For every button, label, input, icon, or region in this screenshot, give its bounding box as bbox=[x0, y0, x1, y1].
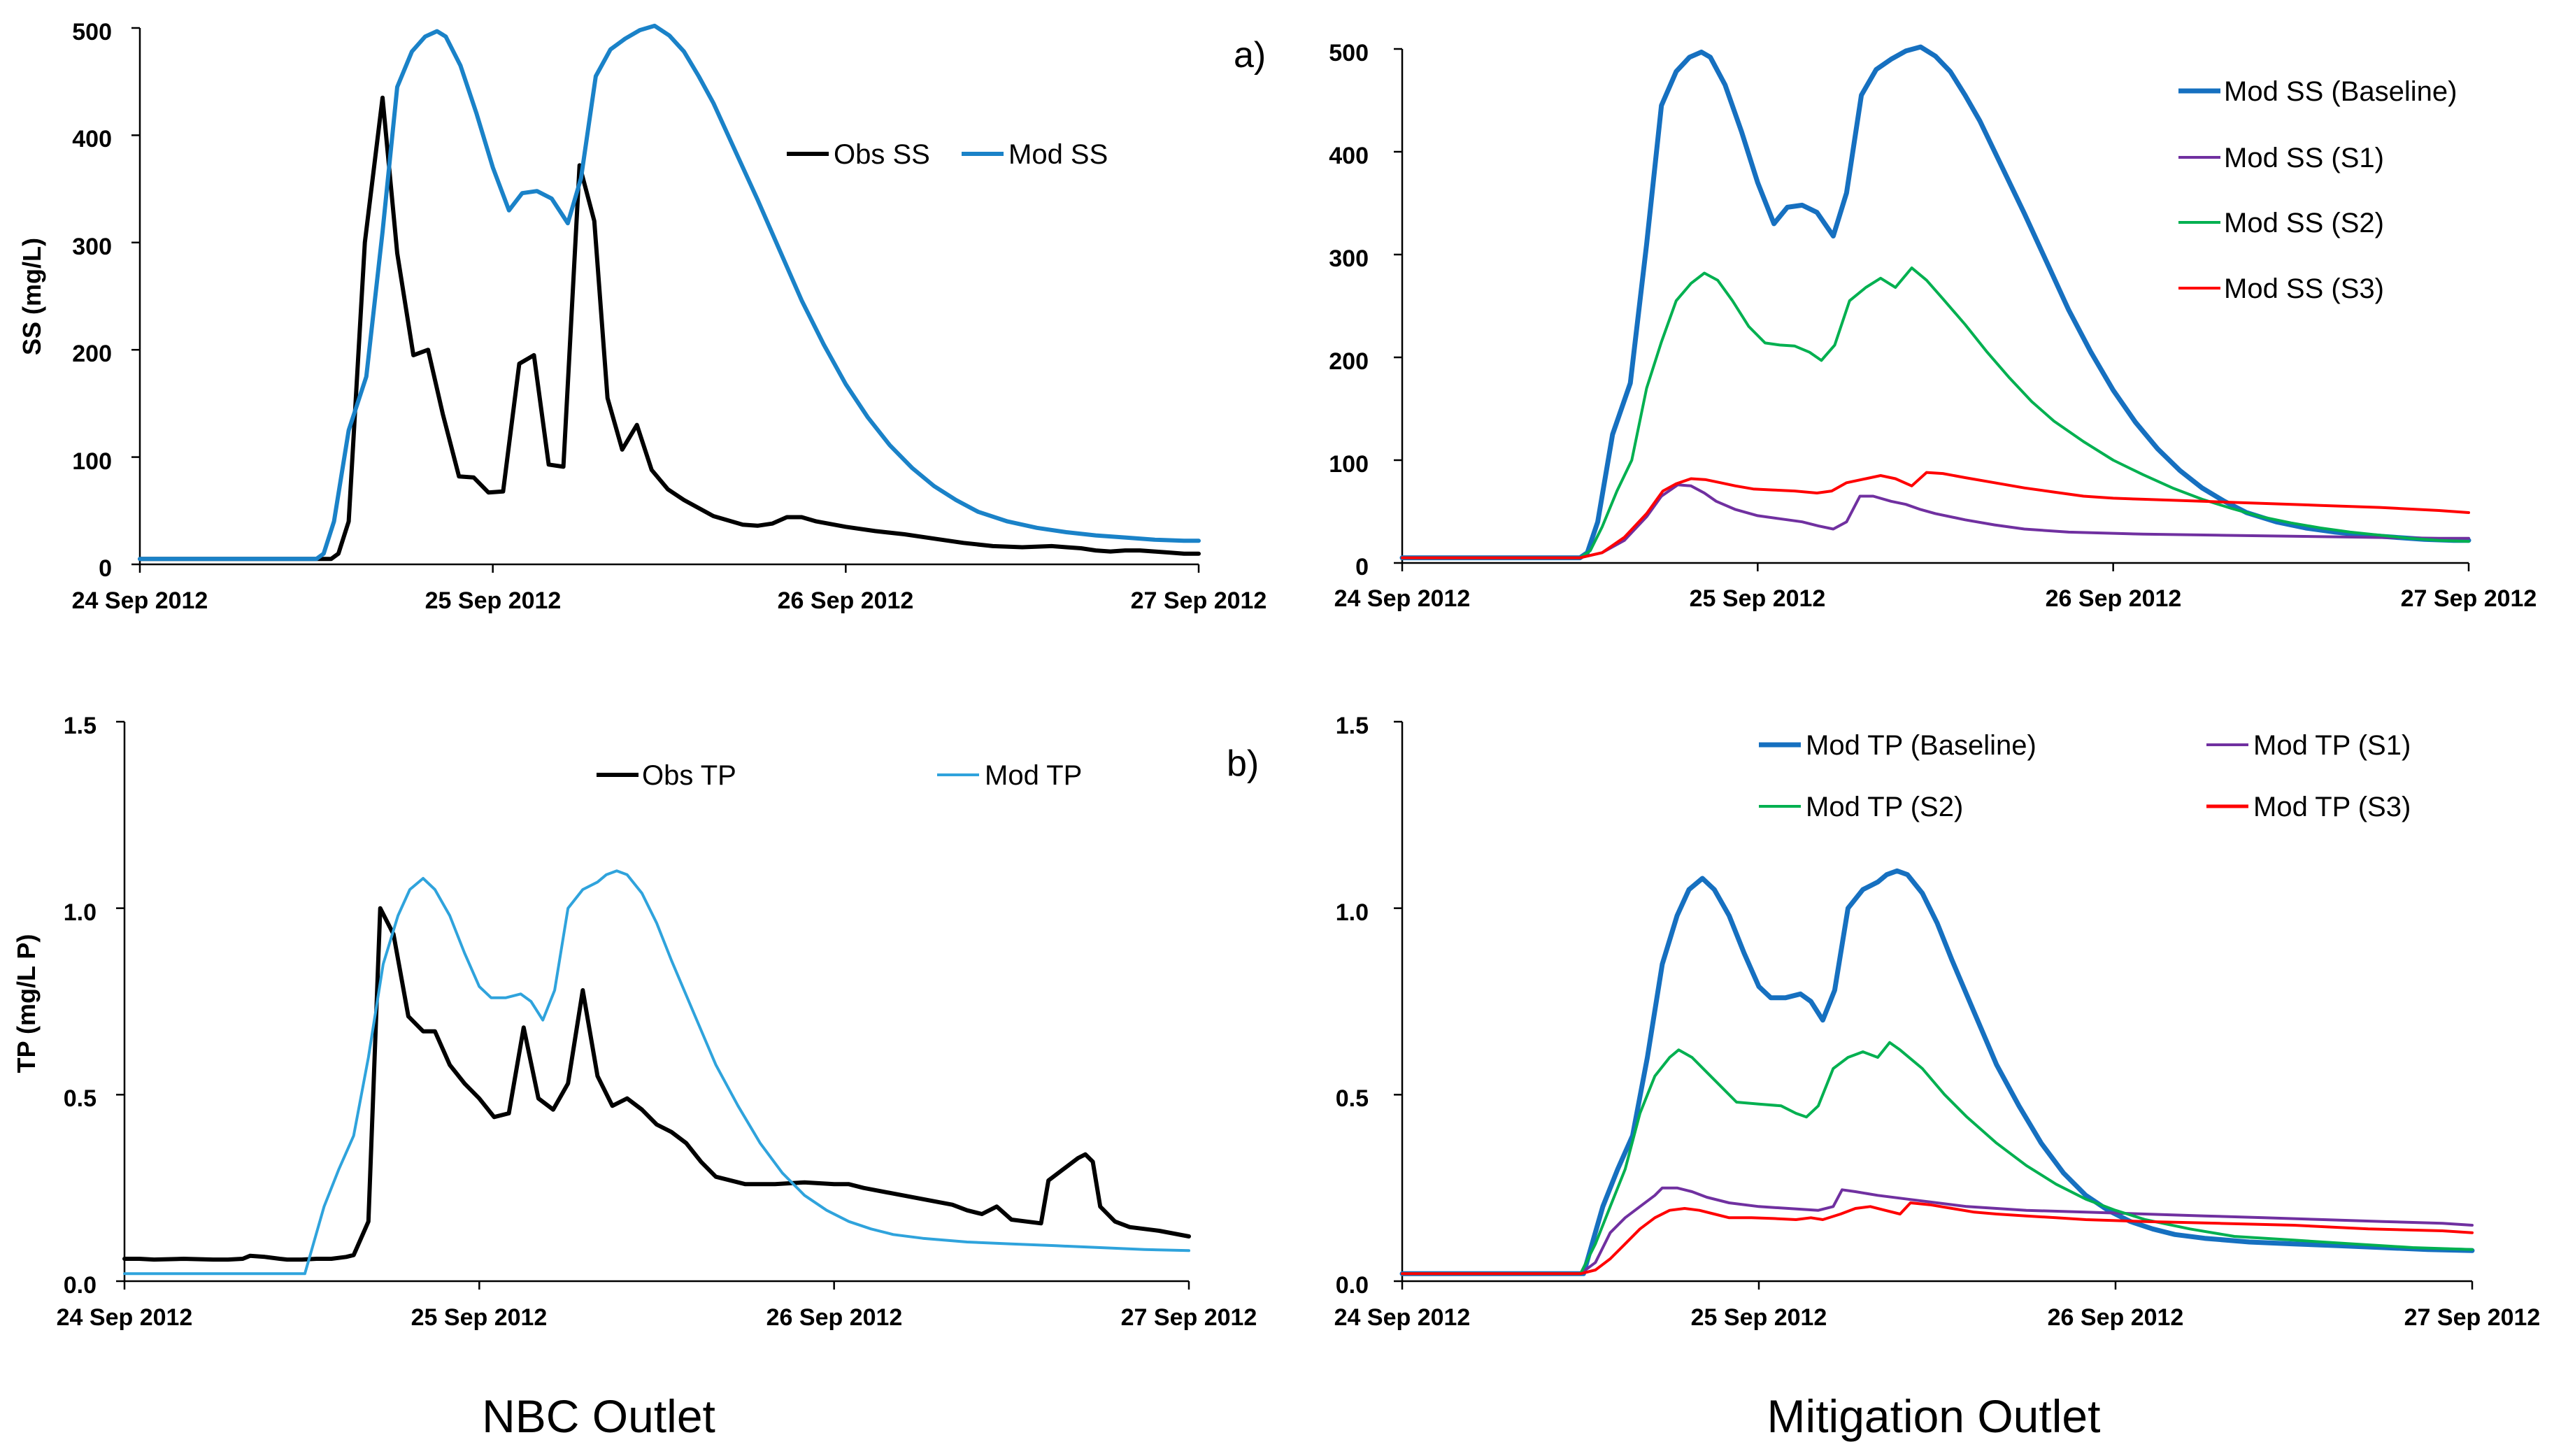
x-tick-label: 25 Sep 2012 bbox=[1691, 1304, 1827, 1331]
x-tick-label: 26 Sep 2012 bbox=[2046, 585, 2182, 612]
y-tick-label: 0 bbox=[1355, 554, 1369, 580]
x-tick-label: 27 Sep 2012 bbox=[2404, 1304, 2541, 1331]
chart-ss-nbc: 500 400 300 200 100 0 24 Sep 2012 25 Sep… bbox=[17, 19, 1267, 614]
x-tick-label: 27 Sep 2012 bbox=[1121, 1304, 1257, 1331]
legend: Obs TP Mod TP bbox=[597, 760, 1082, 791]
legend-label: Mod SS (S3) bbox=[2224, 273, 2384, 304]
y-tick-label: 200 bbox=[1329, 348, 1369, 375]
y-tick-label: 500 bbox=[72, 19, 112, 45]
caption-nbc-outlet: NBC Outlet bbox=[482, 1390, 715, 1442]
x-tick-label: 27 Sep 2012 bbox=[1131, 587, 1267, 614]
series-layer bbox=[138, 23, 1201, 562]
series-line-mod-tp-s2 bbox=[1401, 1041, 2474, 1276]
legend: Mod SS (Baseline) Mod SS (S1) Mod SS (S2… bbox=[2178, 76, 2457, 304]
y-tick-labels: 1.5 1.0 0.5 0.0 bbox=[64, 713, 97, 1299]
x-tick-label: 24 Sep 2012 bbox=[72, 587, 208, 614]
series-line-obs-tp bbox=[122, 906, 1191, 1262]
y-tick-label: 1.0 bbox=[1336, 899, 1369, 926]
chart-tp-mitigation: 1.5 1.0 0.5 0.0 24 Sep 2012 25 Sep 2012 … bbox=[1334, 713, 2541, 1331]
y-tick-labels: 500 400 300 200 100 0 bbox=[1329, 40, 1369, 580]
legend-label: Mod SS (S2) bbox=[2224, 208, 2384, 238]
legend-label: Obs TP bbox=[642, 760, 736, 791]
series-line-mod-tp bbox=[123, 869, 1190, 1276]
series-layer bbox=[1399, 44, 2471, 561]
x-tick-label: 27 Sep 2012 bbox=[2401, 585, 2537, 612]
y-tick-label: 500 bbox=[1329, 40, 1369, 66]
series-line-mod-tp-s1 bbox=[1401, 1186, 2474, 1276]
x-tick-label: 25 Sep 2012 bbox=[1690, 585, 1826, 612]
legend-label: Obs SS bbox=[834, 139, 930, 170]
y-tick-label: 300 bbox=[72, 234, 112, 260]
x-tick-labels: 24 Sep 2012 25 Sep 2012 26 Sep 2012 27 S… bbox=[1334, 1304, 2541, 1331]
y-tick-label: 1.0 bbox=[64, 899, 97, 926]
x-tick-label: 25 Sep 2012 bbox=[411, 1304, 548, 1331]
series-line-mod-ss bbox=[138, 23, 1201, 562]
x-tick-label: 24 Sep 2012 bbox=[1334, 1304, 1471, 1331]
x-tick-label: 26 Sep 2012 bbox=[2048, 1304, 2184, 1331]
tick-marks bbox=[131, 27, 1200, 573]
series-layer bbox=[122, 869, 1191, 1276]
x-tick-labels: 24 Sep 2012 25 Sep 2012 26 Sep 2012 27 S… bbox=[72, 587, 1267, 614]
y-tick-label: 0.0 bbox=[1336, 1272, 1369, 1299]
tick-marks bbox=[1394, 48, 2470, 571]
series-line-mod-ss-s1 bbox=[1401, 483, 2470, 559]
y-tick-label: 0.5 bbox=[64, 1085, 97, 1112]
y-tick-label: 0 bbox=[99, 555, 112, 582]
legend-label: Mod TP (S2) bbox=[1806, 792, 1963, 822]
x-tick-label: 24 Sep 2012 bbox=[57, 1304, 193, 1331]
caption-mitigation-outlet: Mitigation Outlet bbox=[1767, 1390, 2101, 1442]
y-tick-label: 1.5 bbox=[1336, 713, 1369, 739]
y-tick-label: 300 bbox=[1329, 245, 1369, 272]
y-tick-labels: 1.5 1.0 0.5 0.0 bbox=[1336, 713, 1369, 1299]
y-tick-label: 1.5 bbox=[64, 713, 97, 739]
legend: Mod TP (Baseline) Mod TP (S1) Mod TP (S2… bbox=[1759, 730, 2411, 822]
y-tick-label: 200 bbox=[72, 341, 112, 367]
legend-label: Mod SS bbox=[1008, 139, 1108, 170]
x-tick-label: 26 Sep 2012 bbox=[766, 1304, 903, 1331]
legend-label: Mod SS (S1) bbox=[2224, 143, 2384, 173]
legend-label: Mod TP bbox=[985, 760, 1082, 791]
x-tick-label: 25 Sep 2012 bbox=[425, 587, 562, 614]
series-line-mod-tp-s3 bbox=[1401, 1201, 2474, 1276]
y-tick-label: 0.5 bbox=[1336, 1085, 1369, 1112]
y-tick-labels: 500 400 300 200 100 0 bbox=[72, 19, 112, 582]
series-layer bbox=[1399, 868, 2475, 1276]
x-tick-label: 26 Sep 2012 bbox=[778, 587, 914, 614]
y-tick-label: 100 bbox=[72, 448, 112, 475]
legend-label: Mod TP (S1) bbox=[2253, 730, 2411, 761]
legend: Obs SS Mod SS bbox=[787, 139, 1108, 170]
chart-tp-nbc: 1.5 1.0 0.5 0.0 24 Sep 2012 25 Sep 2012 … bbox=[12, 713, 1257, 1331]
y-tick-label: 400 bbox=[1329, 143, 1369, 169]
x-tick-labels: 24 Sep 2012 25 Sep 2012 26 Sep 2012 27 S… bbox=[57, 1304, 1257, 1331]
y-tick-label: 100 bbox=[1329, 451, 1369, 478]
tick-marks bbox=[1394, 720, 2474, 1290]
legend-label: Mod TP (Baseline) bbox=[1806, 730, 2036, 761]
y-axis-label: TP (mg/L P) bbox=[12, 934, 41, 1073]
y-axis-label: SS (mg/L) bbox=[17, 238, 46, 355]
panel-label-a: a) bbox=[1234, 35, 1266, 76]
x-tick-labels: 24 Sep 2012 25 Sep 2012 26 Sep 2012 27 S… bbox=[1334, 585, 2537, 612]
chart-ss-mitigation: 500 400 300 200 100 0 24 Sep 2012 25 Sep… bbox=[1329, 40, 2537, 612]
x-tick-label: 24 Sep 2012 bbox=[1334, 585, 1471, 612]
y-tick-label: 400 bbox=[72, 126, 112, 152]
tick-marks bbox=[116, 720, 1190, 1290]
y-tick-label: 0.0 bbox=[64, 1272, 97, 1299]
series-line-mod-ss-s2 bbox=[1401, 266, 2470, 559]
series-line-mod-ss-s3 bbox=[1401, 471, 2470, 559]
legend-label: Mod TP (S3) bbox=[2253, 792, 2411, 822]
legend-label: Mod SS (Baseline) bbox=[2224, 76, 2457, 107]
panel-label-b: b) bbox=[1227, 743, 1259, 784]
series-line-mod-tp-baseline bbox=[1399, 868, 2475, 1276]
